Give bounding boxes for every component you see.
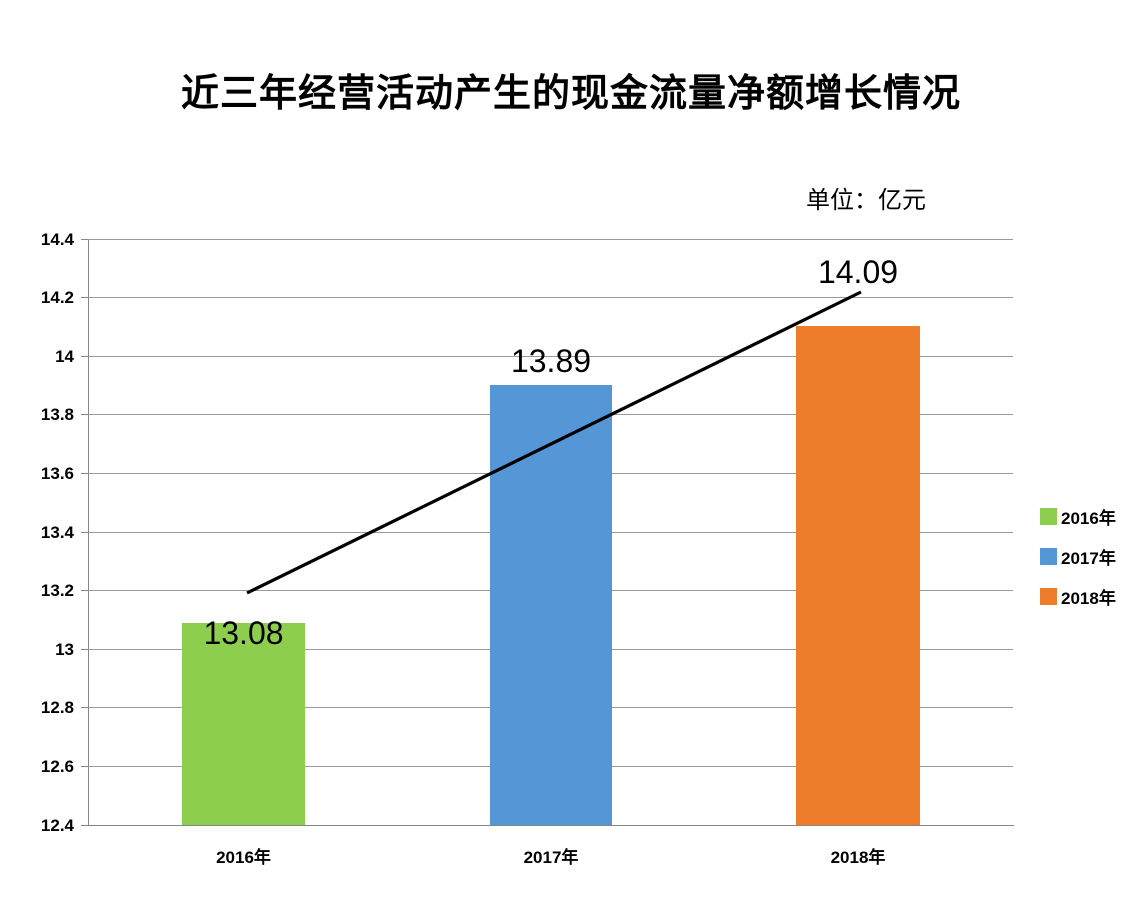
gridline [88, 239, 1013, 240]
x-tick-label-2017: 2017年 [523, 848, 579, 867]
bar-value-label-2018: 14.09 [817, 254, 899, 290]
legend-item-2016[interactable]: 2016年 [1040, 496, 1116, 536]
page-title: 近三年经营活动产生的现金流量净额增长情况 [180, 73, 961, 115]
y-tick-label: 14 [55, 347, 74, 366]
y-tick-mark [81, 766, 89, 767]
legend-item-2018[interactable]: 2018年 [1040, 576, 1116, 616]
legend: 2016年 2017年 2018年 [1040, 496, 1116, 616]
y-tick-label: 12.4 [40, 816, 74, 835]
plot-area [88, 239, 1013, 825]
unit-annotation: 单位：亿元 [806, 187, 926, 214]
x-tick-label-2018: 2018年 [830, 848, 886, 867]
y-tick-mark [81, 239, 89, 240]
legend-label: 2017年 [1061, 548, 1116, 568]
y-tick-label: 14.4 [40, 230, 74, 249]
y-tick-label: 14.2 [40, 288, 74, 307]
legend-swatch-icon [1040, 587, 1057, 605]
y-tick-mark [81, 297, 89, 298]
x-axis-line [88, 825, 1014, 826]
y-tick-mark [81, 532, 89, 533]
y-tick-label: 13.6 [40, 464, 74, 483]
bar-value-label-2017: 13.89 [510, 343, 592, 379]
y-tick-label: 12.8 [40, 698, 74, 717]
y-tick-mark [81, 707, 89, 708]
y-tick-label: 13 [55, 640, 74, 659]
y-tick-mark [81, 825, 89, 826]
y-tick-label: 13.8 [40, 405, 74, 424]
y-tick-mark [81, 473, 89, 474]
legend-label: 2018年 [1061, 588, 1116, 608]
bar-2017[interactable] [490, 385, 612, 825]
legend-swatch-icon [1040, 547, 1057, 565]
y-tick-label: 13.4 [40, 523, 74, 542]
y-tick-mark [81, 649, 89, 650]
gridline [88, 297, 1013, 298]
legend-label: 2016年 [1061, 508, 1116, 528]
bar-value-label-2016: 13.08 [203, 615, 284, 651]
bar-2018[interactable] [796, 326, 920, 825]
y-tick-label: 13.2 [40, 581, 74, 600]
legend-item-2017[interactable]: 2017年 [1040, 536, 1116, 576]
y-tick-mark [81, 590, 89, 591]
bar-2016[interactable] [182, 623, 305, 825]
y-tick-mark [81, 356, 89, 357]
legend-swatch-icon [1040, 507, 1057, 525]
y-tick-label: 12.6 [40, 757, 74, 776]
x-tick-label-2016: 2016年 [216, 848, 271, 867]
y-tick-mark [81, 414, 89, 415]
